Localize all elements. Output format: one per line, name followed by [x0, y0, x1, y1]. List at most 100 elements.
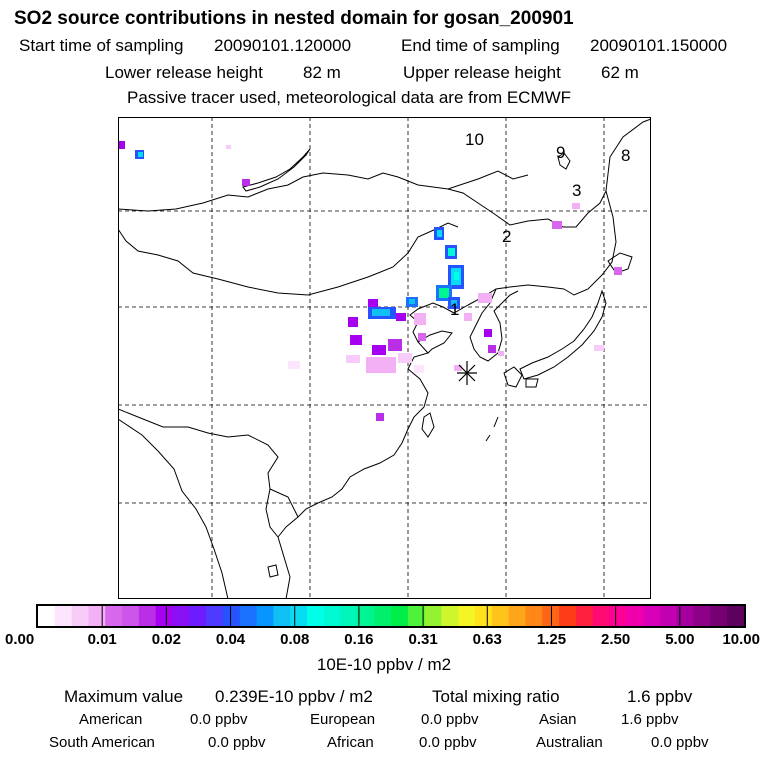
colorbar-tick-label: 1.25: [536, 631, 567, 648]
contribution-cell: [388, 339, 402, 351]
end-time-value: 20090101.150000: [590, 36, 728, 55]
colorbar-cell: [172, 606, 190, 626]
contribution-cell: [614, 267, 622, 275]
border-himalaya: [118, 418, 229, 599]
contribution-cell: [350, 335, 362, 345]
colorbar-tick-label: 10.00: [722, 631, 760, 648]
colorbar-cell: [424, 606, 442, 626]
colorbar-cell: [138, 606, 157, 626]
contribution-cell: [376, 413, 384, 421]
contribution-cell: [414, 365, 424, 373]
colorbar-cell: [676, 606, 695, 626]
colorbar-cell: [256, 606, 274, 626]
contribution-cell: [138, 152, 143, 157]
contribution-cell: [118, 141, 125, 149]
colorbar-cell: [306, 606, 325, 626]
contribution-cell: [368, 299, 378, 307]
contribution-cell: [348, 317, 358, 327]
colorbar-cell: [357, 606, 375, 626]
contribution-cell: [439, 288, 449, 298]
colorbar-cell: [727, 606, 745, 626]
colorbar-cell: [323, 606, 342, 626]
total-mixing-label: Total mixing ratio: [432, 687, 560, 706]
colorbar-cell: [391, 606, 409, 626]
contribution-cell: [454, 272, 459, 280]
contribution-cell: [288, 361, 300, 369]
region-label-9: 9: [556, 143, 565, 162]
colorbar-cell: [542, 606, 560, 626]
colorbar-tick-label: 0.04: [215, 631, 246, 648]
region-label-3: 3: [572, 181, 581, 200]
colorbar-cell: [290, 606, 308, 626]
colorbar-cell: [374, 606, 392, 626]
colorbar-cell: [122, 606, 140, 626]
hainan: [267, 564, 279, 578]
region-name-american: American: [79, 711, 143, 728]
region-value-asian: 1.6 ppbv: [621, 711, 679, 728]
colorbar: [36, 604, 746, 628]
colorbar-cell: [710, 606, 728, 626]
border-sw-china: [118, 408, 279, 538]
korea-peninsula: [469, 288, 519, 362]
map-frame: [118, 117, 651, 599]
japan-shikoku: [525, 378, 539, 388]
colorbar-cell: [54, 606, 73, 626]
colorbar-cell: [626, 606, 644, 626]
japan-kyushu: [503, 366, 523, 388]
coast-russia-east: [605, 118, 651, 192]
region-value-african: 0.0 ppbv: [419, 734, 477, 751]
start-time-value: 20090101.120000: [214, 36, 352, 55]
colorbar-cell: [559, 606, 577, 626]
region-name-european: European: [310, 711, 376, 728]
max-value: 0.239E-10 ppbv / m2: [215, 687, 373, 706]
contribution-cell: [366, 357, 396, 373]
colorbar-cell: [206, 606, 224, 626]
colorbar-cell: [508, 606, 526, 626]
colorbar-tick-label: 5.00: [665, 631, 695, 648]
colorbar-cell: [592, 606, 611, 626]
colorbar-cell: [105, 606, 123, 626]
colorbar-cell: [222, 606, 241, 626]
region-value-american: 0.0 ppbv: [190, 711, 248, 728]
contribution-cell: [464, 313, 472, 321]
colorbar-cells: [38, 606, 745, 626]
colorbar-cell: [458, 606, 476, 626]
receptor-asterisk-icon: [457, 361, 477, 385]
colorbar-tick-label: 0.31: [408, 631, 438, 648]
contribution-cell: [414, 313, 426, 325]
border-russia-mongolia: [118, 170, 529, 212]
colorbar-cell: [659, 606, 678, 626]
region-value-south-american: 0.0 ppbv: [208, 734, 266, 751]
colorbar-cell: [609, 606, 627, 626]
lake-baikal: [242, 148, 311, 192]
colorbar-cell: [575, 606, 594, 626]
colorbar-cell: [38, 606, 56, 626]
lower-release-label: Lower release height: [105, 63, 263, 82]
contribution-cell: [478, 293, 492, 303]
contribution-cell: [418, 333, 426, 341]
region-name-south-american: South American: [49, 734, 155, 751]
shandong: [417, 330, 453, 354]
region-value-european: 0.0 ppbv: [421, 711, 479, 728]
colorbar-cell: [525, 606, 543, 626]
colorbar-cell: [189, 606, 207, 626]
region-label-10: 10: [465, 130, 484, 149]
max-value-label: Maximum value: [64, 687, 184, 706]
colorbar-tick-label: 0.16: [344, 631, 374, 648]
source-contribution-map: 1 2 3 8 9 10: [118, 117, 651, 599]
colorbar-tick-label: 2.50: [601, 631, 631, 648]
region-name-african: African: [327, 734, 374, 751]
border-amur: [447, 188, 607, 228]
region-label-8: 8: [621, 146, 630, 165]
contribution-cell: [451, 300, 457, 306]
contribution-cell: [448, 248, 455, 256]
colorbar-tick-label: 0.08: [280, 631, 310, 648]
sakhalin: [557, 152, 571, 170]
ryukyu: [485, 416, 499, 442]
colorbar-tick-label: 0.00: [5, 631, 35, 648]
colorbar-cell: [407, 606, 426, 626]
colorbar-cell: [441, 606, 459, 626]
coast-russia-primorye: [563, 190, 617, 296]
tracer-note: Passive tracer used, meteorological data…: [127, 88, 572, 107]
colorbar-cell: [273, 606, 291, 626]
